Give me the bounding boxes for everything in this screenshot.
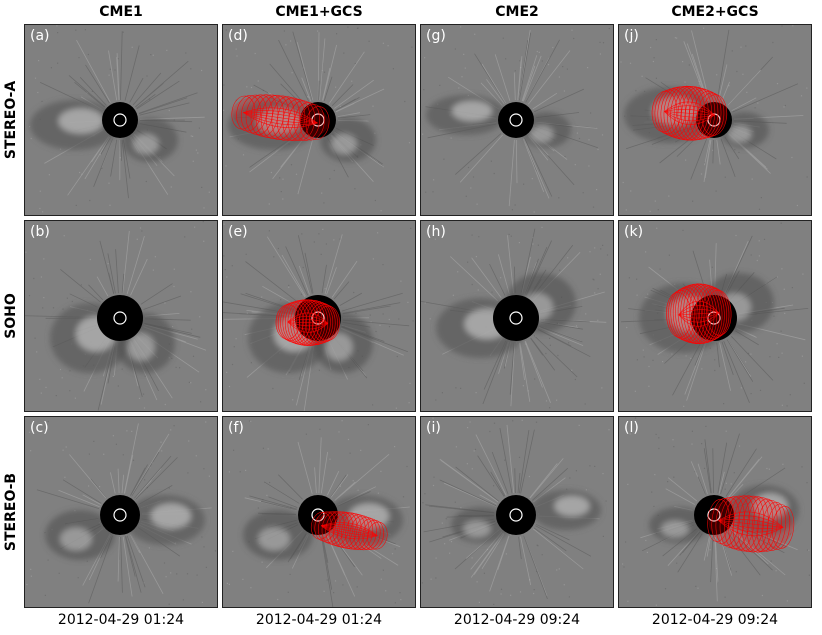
gcs-flux-rope-mesh <box>231 94 330 142</box>
image-panel: (c) <box>24 416 218 608</box>
panel-label: (h) <box>426 224 446 240</box>
sun-disk-outline <box>311 508 325 522</box>
panel-label: (g) <box>426 28 446 44</box>
row-title-stereo-a: STEREO-A <box>3 80 20 160</box>
gcs-flux-rope-mesh <box>651 85 728 141</box>
coronagraph-image <box>223 25 415 215</box>
panel-label: (k) <box>624 224 644 240</box>
panel-label: (i) <box>426 420 441 436</box>
coronagraph-image <box>619 25 811 215</box>
image-panel: (g) <box>420 24 614 216</box>
panel-label: (a) <box>30 28 50 44</box>
coronagraph-image <box>223 221 415 411</box>
occulter-disk <box>496 495 536 535</box>
sun-disk-outline <box>113 311 127 325</box>
image-panel: (d) <box>222 24 416 216</box>
image-panel: (j) <box>618 24 812 216</box>
column-title-cme2-gcs: CME2+GCS <box>671 4 759 20</box>
column-title-cme1-gcs: CME1+GCS <box>275 4 363 20</box>
coronagraph-image <box>619 221 811 411</box>
gcs-flux-rope-mesh <box>665 283 732 345</box>
coronagraph-image <box>421 25 613 215</box>
occulter-disk <box>498 102 534 138</box>
gcs-flux-rope-mesh <box>707 495 795 553</box>
image-panel: (a) <box>24 24 218 216</box>
coronagraph-image <box>421 221 613 411</box>
row-title-soho: SOHO <box>3 293 20 339</box>
image-panel: (b) <box>24 220 218 412</box>
panel-label: (f) <box>228 420 244 436</box>
coronagraph-image <box>25 25 217 215</box>
panel-label: (d) <box>228 28 248 44</box>
date-label: 2012-04-29 01:24 <box>255 612 383 628</box>
sun-disk-outline <box>707 508 721 522</box>
gcs-flux-rope-mesh <box>310 511 388 551</box>
occulter-disk <box>102 102 138 138</box>
date-label: 2012-04-29 01:24 <box>57 612 185 628</box>
image-panel: (f) <box>222 416 416 608</box>
date-label: 2012-04-29 09:24 <box>651 612 779 628</box>
occulter-disk <box>100 495 140 535</box>
occulter-disk <box>493 295 539 341</box>
sun-disk-outline <box>707 113 721 127</box>
image-panel: (i) <box>420 416 614 608</box>
sun-disk-outline <box>509 113 523 127</box>
sun-disk-outline <box>113 113 127 127</box>
sun-disk-outline <box>509 508 523 522</box>
coronagraph-image <box>25 417 217 607</box>
column-title-cme1: CME1 <box>99 4 143 20</box>
row-title-stereo-b: STEREO-B <box>3 472 19 552</box>
coronagraph-image <box>421 417 613 607</box>
image-panel: (e) <box>222 220 416 412</box>
panel-label: (j) <box>624 28 639 44</box>
coronagraph-image <box>25 221 217 411</box>
gcs-flux-rope-mesh <box>275 299 341 346</box>
coronagraph-image <box>619 417 811 607</box>
coronagraph-image <box>223 417 415 607</box>
sun-disk-outline <box>311 113 325 127</box>
occulter-disk <box>97 295 143 341</box>
image-panel: (k) <box>618 220 812 412</box>
date-label: 2012-04-29 09:24 <box>453 612 581 628</box>
panel-label: (b) <box>30 224 50 240</box>
column-title-cme2: CME2 <box>495 4 539 20</box>
panel-label: (l) <box>624 420 639 436</box>
image-panel: (h) <box>420 220 614 412</box>
sun-disk-outline <box>113 508 127 522</box>
image-panel: (l) <box>618 416 812 608</box>
sun-disk-outline <box>509 311 523 325</box>
panel-label: (c) <box>30 420 49 436</box>
panel-label: (e) <box>228 224 248 240</box>
